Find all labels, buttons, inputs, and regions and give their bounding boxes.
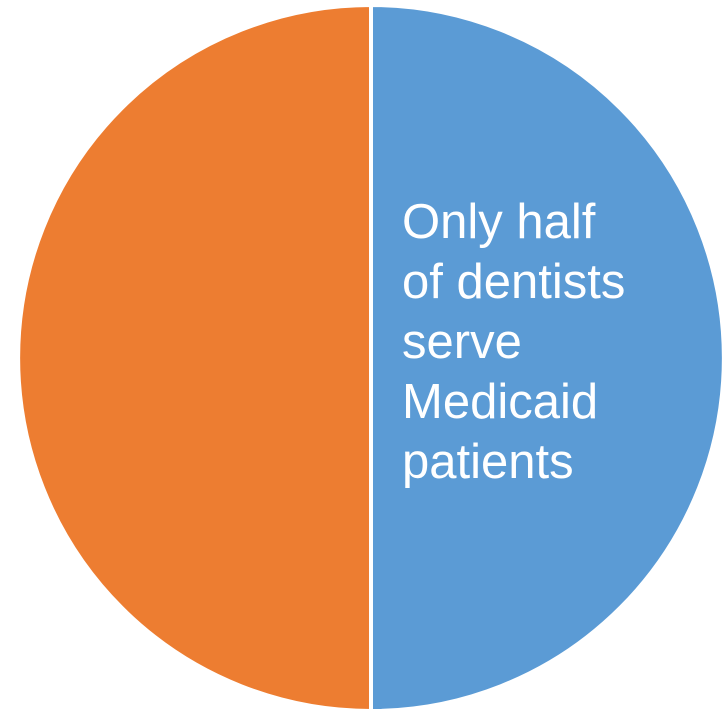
pie-slice-0 xyxy=(369,2,725,713)
pie-slice-1 xyxy=(16,2,373,713)
slice-label-medicaid: Only half of dentists serve Medicaid pat… xyxy=(402,195,626,489)
